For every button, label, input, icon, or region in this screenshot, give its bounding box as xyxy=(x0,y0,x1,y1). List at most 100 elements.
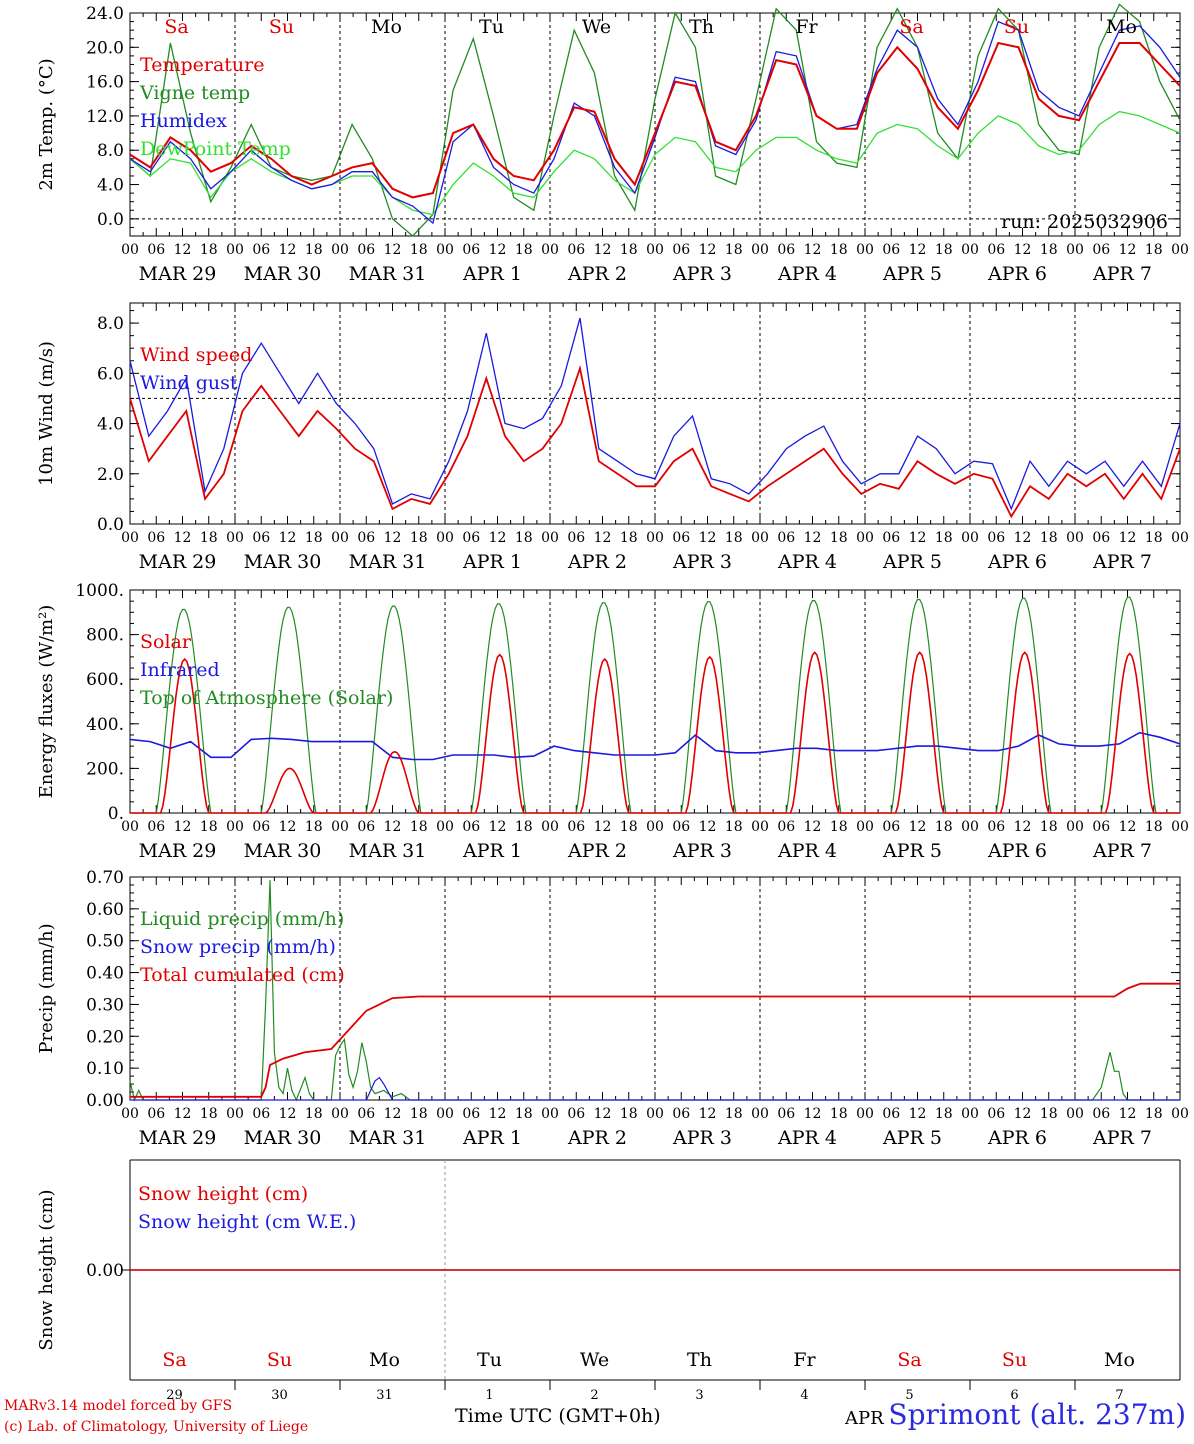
x-hour-label: 18 xyxy=(725,1106,743,1122)
y-tick-label: 24.0 xyxy=(86,4,124,24)
snow-date-number: 4 xyxy=(800,1388,808,1403)
x-hour-label: 00 xyxy=(961,819,979,835)
x-hour-label: 12 xyxy=(384,242,402,258)
y-tick-label: 0.0 xyxy=(97,210,124,230)
x-hour-label: 00 xyxy=(226,819,244,835)
x-hour-label: 18 xyxy=(410,242,428,258)
panel-0-legend-entry: Vigne temp xyxy=(139,82,250,104)
x-hour-label: 06 xyxy=(777,242,795,258)
temp-day-label: Su xyxy=(1004,16,1029,38)
snow-day-label: Th xyxy=(687,1349,712,1371)
x-date-label: APR 1 xyxy=(462,840,522,862)
y-tick-label: 1000. xyxy=(75,581,124,601)
x-hour-label: 12 xyxy=(1014,530,1032,546)
x-date-label: MAR 31 xyxy=(349,551,427,573)
x-hour-label: 12 xyxy=(1014,819,1032,835)
x-hour-label: 00 xyxy=(121,819,139,835)
x-hour-label: 18 xyxy=(935,819,953,835)
y-tick-label: 20.0 xyxy=(86,38,124,58)
x-date-label: APR 7 xyxy=(1092,1127,1152,1149)
x-date-label: MAR 29 xyxy=(139,551,217,573)
x-hour-label: 18 xyxy=(305,819,323,835)
snow-date-number: 29 xyxy=(166,1388,183,1403)
x-date-label: MAR 29 xyxy=(139,263,217,285)
month-label: APR xyxy=(844,1408,884,1429)
station-title: Sprimont (alt. 237m) xyxy=(888,1398,1186,1431)
total-cumulated-line xyxy=(130,982,1180,1098)
temp-series-1-line xyxy=(129,3,1181,237)
x-hour-label: 00 xyxy=(1066,819,1084,835)
credit-model: MARv3.14 model forced by GFS xyxy=(4,1398,233,1414)
x-hour-label: 00 xyxy=(226,530,244,546)
infrared-line xyxy=(129,731,1181,761)
x-hour-label: 00 xyxy=(1171,1106,1189,1122)
x-hour-label: 00 xyxy=(1066,1106,1084,1122)
x-hour-label: 12 xyxy=(594,530,612,546)
x-hour-label: 12 xyxy=(1119,1106,1137,1122)
solar-line xyxy=(130,651,1180,814)
x-hour-label: 06 xyxy=(987,819,1005,835)
x-hour-label: 06 xyxy=(777,1106,795,1122)
x-hour-label: 18 xyxy=(200,242,218,258)
snow-date-number: 31 xyxy=(376,1388,393,1403)
x-hour-label: 06 xyxy=(567,242,585,258)
snow-date-number: 5 xyxy=(905,1388,913,1403)
snow-day-label: Tu xyxy=(477,1349,502,1371)
x-hour-label: 00 xyxy=(961,1106,979,1122)
x-hour-label: 12 xyxy=(1119,242,1137,258)
x-hour-label: 00 xyxy=(1171,819,1189,835)
x-hour-label: 18 xyxy=(410,530,428,546)
x-date-label: APR 4 xyxy=(777,551,837,573)
x-hour-label: 12 xyxy=(489,242,507,258)
x-hour-label: 18 xyxy=(200,1106,218,1122)
x-hour-label: 00 xyxy=(1171,242,1189,258)
x-hour-label: 12 xyxy=(489,819,507,835)
x-hour-label: 12 xyxy=(384,819,402,835)
snow-date-number: 6 xyxy=(1010,1388,1018,1403)
x-hour-label: 18 xyxy=(515,530,533,546)
x-date-label: APR 5 xyxy=(882,1127,942,1149)
panel-1-y-axis-label: 10m Wind (m/s) xyxy=(36,341,57,486)
x-hour-label: 06 xyxy=(1092,1106,1110,1122)
x-hour-label: 18 xyxy=(1145,1106,1163,1122)
y-tick-label: 8.0 xyxy=(97,314,124,334)
panel-4-legend-entry: Snow height (cm W.E.) xyxy=(138,1211,356,1233)
snow-day-label: Fr xyxy=(793,1349,816,1371)
x-hour-label: 00 xyxy=(121,242,139,258)
x-hour-label: 12 xyxy=(174,530,192,546)
x-hour-label: 06 xyxy=(1092,530,1110,546)
x-hour-label: 06 xyxy=(252,1106,270,1122)
temp-day-label: Sa xyxy=(899,16,923,38)
y-tick-label: 0.40 xyxy=(86,964,124,984)
snow-date-number: 1 xyxy=(485,1388,493,1403)
y-tick-label: 0. xyxy=(108,804,124,824)
x-date-label: APR 7 xyxy=(1092,840,1152,862)
x-hour-label: 06 xyxy=(567,530,585,546)
x-hour-label: 00 xyxy=(751,819,769,835)
x-date-label: MAR 31 xyxy=(349,1127,427,1149)
x-hour-label: 18 xyxy=(830,1106,848,1122)
x-date-label: MAR 31 xyxy=(349,840,427,862)
y-tick-label: 16.0 xyxy=(86,73,124,93)
x-hour-label: 06 xyxy=(462,1106,480,1122)
x-hour-label: 12 xyxy=(699,530,717,546)
x-hour-label: 00 xyxy=(751,1106,769,1122)
x-hour-label: 18 xyxy=(1040,242,1058,258)
x-hour-label: 12 xyxy=(909,1106,927,1122)
x-date-label: APR 6 xyxy=(987,840,1047,862)
x-hour-label: 06 xyxy=(357,530,375,546)
x-hour-label: 18 xyxy=(1145,242,1163,258)
x-hour-label: 12 xyxy=(489,530,507,546)
temp-day-label: Th xyxy=(689,16,714,38)
temp-day-label: Mo xyxy=(1106,16,1137,38)
panel-2-legend-entry: Top of Atmosphere (Solar) xyxy=(140,687,393,709)
snow-date-number: 2 xyxy=(590,1388,598,1403)
snow-day-label: Mo xyxy=(369,1349,400,1371)
x-hour-label: 12 xyxy=(699,1106,717,1122)
run-label: run: 2025032906 xyxy=(1001,211,1168,233)
x-hour-label: 18 xyxy=(830,819,848,835)
snow-day-label: Sa xyxy=(897,1349,921,1371)
x-hour-label: 18 xyxy=(830,242,848,258)
x-date-label: APR 1 xyxy=(462,1127,522,1149)
